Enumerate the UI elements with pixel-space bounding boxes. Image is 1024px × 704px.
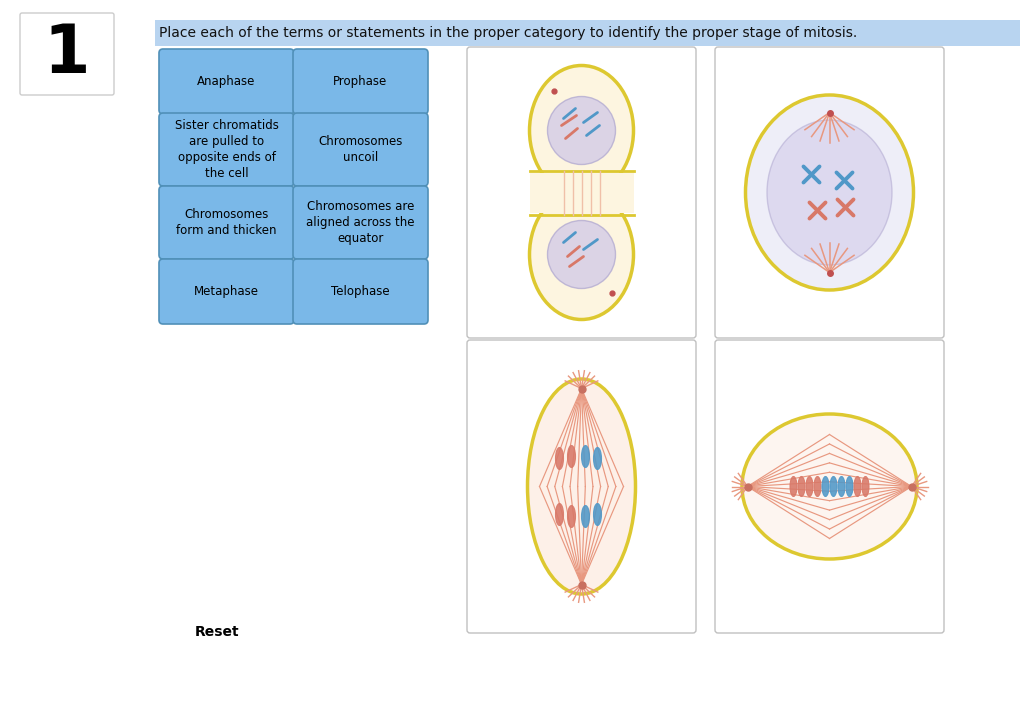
FancyBboxPatch shape bbox=[159, 113, 294, 186]
FancyBboxPatch shape bbox=[467, 340, 696, 633]
Ellipse shape bbox=[594, 503, 601, 525]
FancyBboxPatch shape bbox=[293, 49, 428, 114]
Ellipse shape bbox=[830, 477, 837, 496]
Text: Sister chromatids
are pulled to
opposite ends of
the cell: Sister chromatids are pulled to opposite… bbox=[174, 119, 279, 180]
Ellipse shape bbox=[806, 477, 813, 496]
Ellipse shape bbox=[582, 505, 590, 527]
FancyBboxPatch shape bbox=[715, 47, 944, 338]
Ellipse shape bbox=[529, 189, 634, 320]
Ellipse shape bbox=[745, 95, 913, 290]
Ellipse shape bbox=[529, 65, 634, 196]
Ellipse shape bbox=[846, 477, 853, 496]
Ellipse shape bbox=[862, 477, 869, 496]
Ellipse shape bbox=[838, 477, 845, 496]
Text: 1: 1 bbox=[44, 21, 90, 87]
Ellipse shape bbox=[767, 120, 892, 265]
Ellipse shape bbox=[527, 379, 636, 594]
Ellipse shape bbox=[798, 477, 805, 496]
Text: Reset: Reset bbox=[195, 625, 240, 639]
FancyBboxPatch shape bbox=[293, 186, 428, 259]
FancyBboxPatch shape bbox=[715, 340, 944, 633]
Text: Chromosomes
uncoil: Chromosomes uncoil bbox=[318, 135, 402, 164]
FancyBboxPatch shape bbox=[159, 186, 294, 259]
Text: Chromosomes
form and thicken: Chromosomes form and thicken bbox=[176, 208, 276, 237]
FancyBboxPatch shape bbox=[159, 259, 294, 324]
Text: Prophase: Prophase bbox=[334, 75, 388, 88]
Ellipse shape bbox=[555, 503, 563, 525]
FancyBboxPatch shape bbox=[529, 172, 634, 213]
Text: Chromosomes are
aligned across the
equator: Chromosomes are aligned across the equat… bbox=[306, 200, 415, 245]
Text: Telophase: Telophase bbox=[331, 285, 390, 298]
Ellipse shape bbox=[594, 448, 601, 470]
Ellipse shape bbox=[567, 446, 575, 467]
FancyBboxPatch shape bbox=[20, 13, 114, 95]
Ellipse shape bbox=[567, 505, 575, 527]
Ellipse shape bbox=[814, 477, 821, 496]
FancyBboxPatch shape bbox=[293, 113, 428, 186]
Ellipse shape bbox=[742, 414, 918, 559]
FancyBboxPatch shape bbox=[467, 47, 696, 338]
Ellipse shape bbox=[548, 220, 615, 289]
Ellipse shape bbox=[582, 446, 590, 467]
FancyBboxPatch shape bbox=[159, 49, 294, 114]
Text: Anaphase: Anaphase bbox=[198, 75, 256, 88]
Text: Metaphase: Metaphase bbox=[194, 285, 259, 298]
Ellipse shape bbox=[790, 477, 797, 496]
Text: Place each of the terms or statements in the proper category to identify the pro: Place each of the terms or statements in… bbox=[159, 26, 857, 40]
Ellipse shape bbox=[822, 477, 829, 496]
FancyBboxPatch shape bbox=[155, 20, 1020, 46]
Ellipse shape bbox=[548, 96, 615, 165]
Ellipse shape bbox=[555, 448, 563, 470]
FancyBboxPatch shape bbox=[293, 259, 428, 324]
Ellipse shape bbox=[854, 477, 861, 496]
